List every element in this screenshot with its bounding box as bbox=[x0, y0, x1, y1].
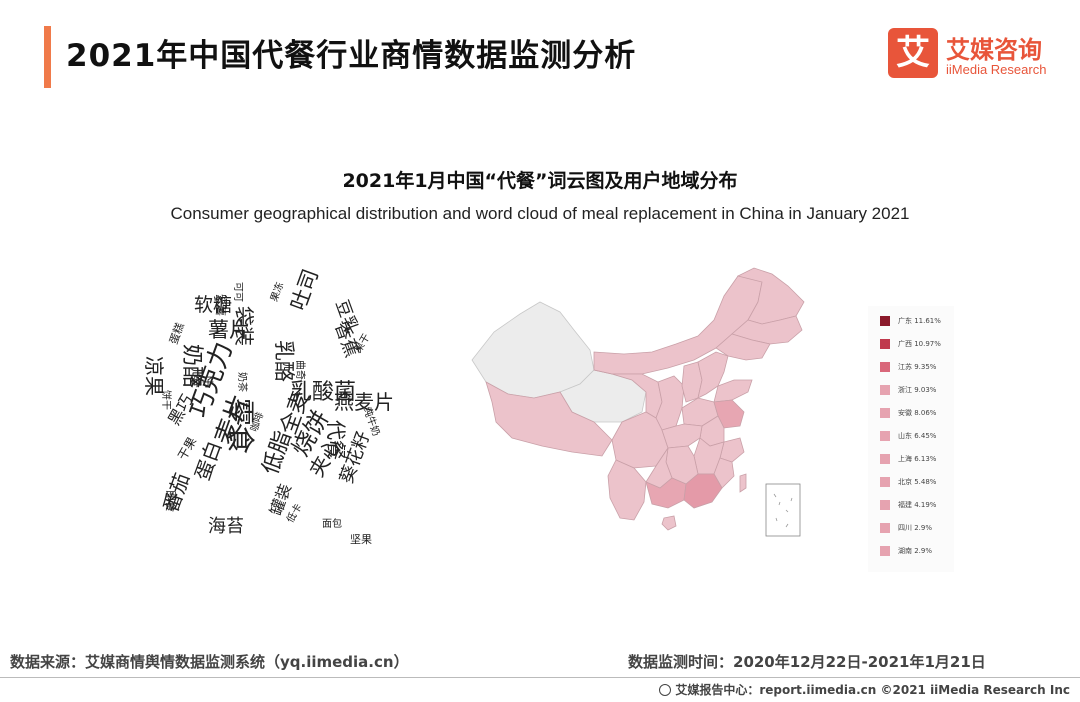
word-cloud-term: 曲奇 bbox=[294, 360, 305, 380]
legend-swatch bbox=[880, 454, 890, 464]
legend-label: 山东 6.45% bbox=[898, 432, 937, 440]
word-cloud-term: 蛋糕 bbox=[167, 320, 187, 347]
legend-item: 湖南 2.9% bbox=[880, 546, 932, 558]
legend-label: 湖南 2.9% bbox=[898, 547, 933, 555]
legend-label: 安徽 8.06% bbox=[898, 409, 937, 417]
data-source: 数据来源：艾媒商情舆情数据监测系统（yq.iimedia.cn） bbox=[10, 653, 409, 671]
word-cloud-term: 紫薯 bbox=[214, 294, 227, 316]
legend-label: 广东 11.61% bbox=[898, 317, 941, 325]
map-region-taiwan[interactable] bbox=[739, 473, 747, 493]
monitoring-period: 数据监测时间：2020年12月22日-2021年1月21日 bbox=[628, 653, 986, 671]
word-cloud-term: 果干 bbox=[353, 332, 373, 355]
map-region-tibet[interactable] bbox=[485, 381, 613, 457]
word-cloud-term: 果冻 bbox=[269, 280, 287, 304]
chart-subtitle: Consumer geographical distribution and w… bbox=[170, 204, 910, 223]
word-cloud-term: 乳酸菌 bbox=[290, 380, 357, 405]
map-region-shandong[interactable] bbox=[713, 379, 753, 403]
word-cloud-term: 海苔 bbox=[208, 516, 244, 537]
map-legend: 广东 11.61% 广西 10.97% 江苏 9.35% 浙江 9.03% 安徽 8.0… bbox=[868, 306, 954, 572]
word-cloud-term: 吐司 bbox=[286, 265, 324, 314]
map-region-fujian[interactable] bbox=[713, 457, 735, 489]
legend-label: 江苏 9.35% bbox=[898, 363, 937, 371]
legend-item: 福建 4.19% bbox=[880, 500, 936, 512]
map-region-xinjiang bbox=[471, 301, 595, 399]
word-cloud-term: 即食 bbox=[164, 490, 177, 512]
logo-chinese-name: 艾媒咨询 bbox=[946, 36, 1042, 64]
word-cloud: 软糖 薯片 奶酪 乳酪 吐司 香蕉 豆乳 凉果 零食 燕麦片 乳酸菌 代餐 袋装 黑巧 巧克力 麦片 蛋白 全麦夹… bbox=[142, 266, 394, 555]
legend-item: 广西 10.97% bbox=[880, 339, 941, 351]
legend-swatch bbox=[880, 362, 890, 372]
legend-swatch bbox=[880, 500, 890, 510]
legend-item: 上海 6.13% bbox=[880, 454, 936, 466]
word-cloud-term: 燕麦片 bbox=[334, 390, 394, 414]
legend-label: 四川 2.9% bbox=[898, 524, 933, 532]
legend-label: 上海 6.13% bbox=[898, 455, 937, 463]
legend-item: 山东 6.45% bbox=[880, 431, 936, 443]
word-cloud-term: 奶茶 bbox=[236, 372, 247, 392]
legend-item: 北京 5.48% bbox=[880, 477, 936, 489]
word-cloud-term: 坚果 bbox=[350, 533, 372, 546]
legend-item: 安徽 8.06% bbox=[880, 408, 936, 420]
map-region-guangdong[interactable] bbox=[683, 473, 723, 509]
word-cloud-term: 薯片 bbox=[208, 318, 250, 342]
legend-label: 广西 10.97% bbox=[898, 340, 941, 348]
map-region-yunnan[interactable] bbox=[607, 459, 647, 521]
word-cloud-term: 饼干 bbox=[160, 390, 171, 410]
word-cloud-term: 椰子 bbox=[190, 375, 215, 389]
legend-swatch bbox=[880, 431, 890, 441]
word-cloud-term: 袋装 bbox=[232, 306, 256, 346]
legend-swatch bbox=[880, 316, 890, 326]
word-cloud-term: 软糖 bbox=[194, 294, 233, 316]
legend-label: 北京 5.48% bbox=[898, 478, 937, 486]
footer-copyright: 艾媒报告中心：report.iimedia.cn ©2021 iiMedia R… bbox=[659, 681, 1070, 698]
brand-logo: 艾 艾媒咨询 iiMedia Research bbox=[888, 28, 1058, 80]
legend-swatch bbox=[880, 385, 890, 395]
south-china-sea-inset bbox=[765, 483, 801, 537]
logo-mark-icon: 艾 bbox=[888, 28, 938, 78]
legend-label: 浙江 9.03% bbox=[898, 386, 937, 394]
legend-swatch bbox=[880, 523, 890, 533]
legend-swatch bbox=[880, 339, 890, 349]
map-region-liaoning[interactable] bbox=[715, 333, 771, 361]
legend-swatch bbox=[880, 477, 890, 487]
page-title: 2021年中国代餐行业商情数据监测分析 bbox=[66, 38, 637, 74]
map-region-inner-mongolia[interactable] bbox=[593, 269, 763, 375]
word-cloud-term: 低脂 bbox=[258, 427, 297, 478]
globe-icon bbox=[659, 684, 672, 696]
word-cloud-term: 可可 bbox=[232, 282, 243, 302]
legend-swatch bbox=[880, 408, 890, 418]
word-cloud-term: 低卡 bbox=[285, 502, 305, 525]
legend-swatch bbox=[880, 546, 890, 556]
logo-english-name: iiMedia Research bbox=[946, 62, 1047, 77]
map-region-hainan[interactable] bbox=[661, 515, 677, 531]
legend-item: 四川 2.9% bbox=[880, 523, 932, 535]
china-map bbox=[471, 267, 805, 537]
legend-item: 江苏 9.35% bbox=[880, 362, 936, 374]
word-cloud-term: 干果 bbox=[175, 434, 200, 463]
footer-copyright-text: 艾媒报告中心：report.iimedia.cn ©2021 iiMedia R… bbox=[675, 683, 1070, 697]
legend-label: 福建 4.19% bbox=[898, 501, 937, 509]
legend-item: 广东 11.61% bbox=[880, 316, 941, 328]
title-accent-bar bbox=[44, 26, 51, 88]
footer-divider bbox=[0, 677, 1080, 678]
word-cloud-term: 面包 bbox=[322, 519, 342, 530]
legend-item: 浙江 9.03% bbox=[880, 385, 936, 397]
word-cloud-term: 乳酪 bbox=[272, 340, 296, 382]
chart-title: 2021年1月中国“代餐”词云图及用户地域分布 bbox=[342, 170, 738, 192]
